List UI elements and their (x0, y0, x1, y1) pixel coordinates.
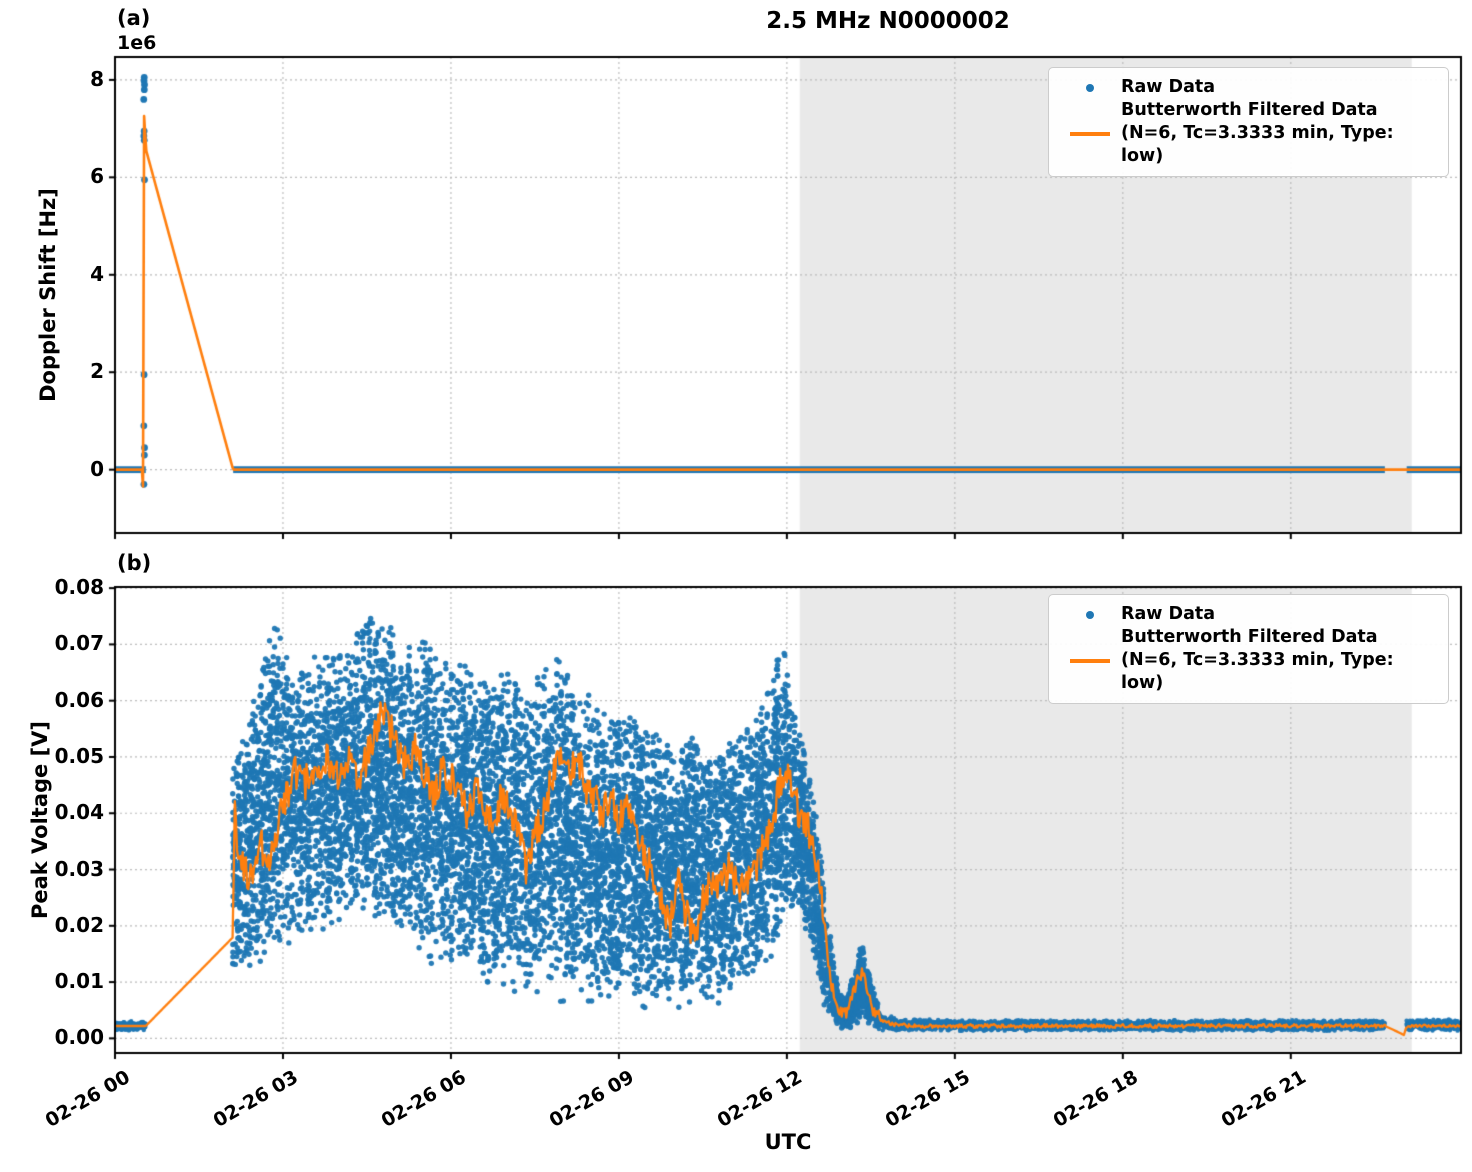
legend-filtered-line1: Butterworth Filtered Data (1121, 100, 1378, 121)
panel-a-offset-text: 1e6 (117, 32, 157, 54)
y-tick-label-voltage: 0.06 (54, 687, 104, 712)
legend-panel-a: Raw Data Butterworth Filtered Data (N=6,… (1048, 67, 1449, 178)
blue-dot-icon (1086, 83, 1094, 92)
y-tick-label-doppler: 4 (90, 261, 104, 286)
filtered-data-marker-icon (1059, 658, 1121, 663)
panel-a-label: (a) (117, 6, 151, 30)
filtered-data-marker-icon (1059, 131, 1121, 136)
legend-item-raw: Raw Data (1059, 76, 1436, 99)
raw-data-marker-icon (1059, 610, 1121, 619)
legend-panel-b: Raw Data Butterworth Filtered Data (N=6,… (1048, 594, 1449, 705)
legend-item-filtered: Butterworth Filtered Data (N=6, Tc=3.333… (1059, 626, 1436, 695)
y-tick-label-doppler: 2 (90, 359, 104, 384)
orange-line-icon (1070, 658, 1110, 663)
y-tick-label-voltage: 0.02 (54, 912, 104, 937)
orange-line-icon (1070, 131, 1110, 136)
y-tick-label-voltage: 0.01 (54, 969, 104, 994)
legend-filtered-label: Butterworth Filtered Data (N=6, Tc=3.333… (1121, 99, 1436, 168)
y-tick-label-doppler: 8 (90, 66, 104, 91)
y-tick-label-voltage: 0.05 (54, 743, 104, 768)
raw-data-marker-icon (1059, 83, 1121, 92)
legend-filtered-label: Butterworth Filtered Data (N=6, Tc=3.333… (1121, 626, 1436, 695)
legend-item-filtered: Butterworth Filtered Data (N=6, Tc=3.333… (1059, 99, 1436, 168)
legend-raw-label: Raw Data (1121, 604, 1216, 624)
blue-dot-icon (1086, 610, 1094, 619)
y-axis-label-doppler: Doppler Shift [Hz] (36, 188, 60, 402)
y-axis-label-voltage: Peak Voltage [V] (28, 720, 52, 920)
y-tick-label-voltage: 0.03 (54, 856, 104, 881)
legend-filtered-line1: Butterworth Filtered Data (1121, 627, 1378, 648)
legend-item-raw: Raw Data (1059, 603, 1436, 626)
y-tick-label-voltage: 0.04 (54, 800, 104, 825)
legend-raw-label: Raw Data (1121, 77, 1216, 97)
x-axis-label: UTC (764, 1130, 812, 1154)
panel-b-label: (b) (117, 551, 152, 575)
y-tick-label-voltage: 0.00 (54, 1025, 104, 1050)
legend-filtered-line2: (N=6, Tc=3.3333 min, Type: low) (1121, 650, 1394, 694)
y-tick-label-doppler: 6 (90, 164, 104, 189)
y-tick-label-voltage: 0.08 (54, 575, 104, 600)
y-tick-label-voltage: 0.07 (54, 631, 104, 656)
y-tick-label-doppler: 0 (90, 456, 104, 481)
chart-title: 2.5 MHz N0000002 (766, 8, 1010, 34)
legend-filtered-line2: (N=6, Tc=3.3333 min, Type: low) (1121, 123, 1394, 167)
